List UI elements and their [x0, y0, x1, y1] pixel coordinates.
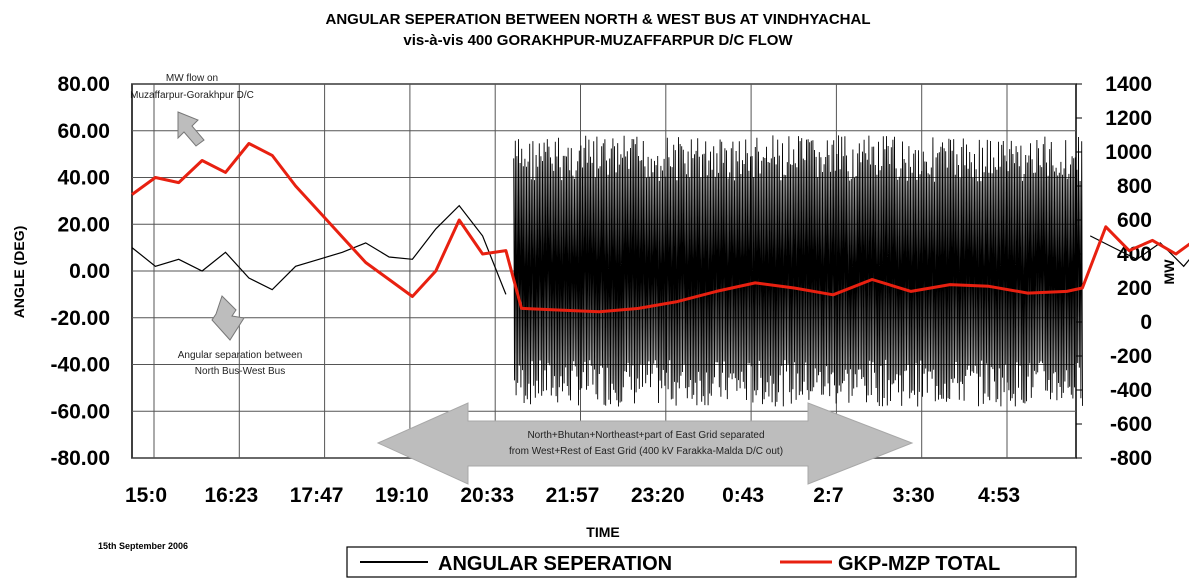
chart-subtitle: vis-à-vis 400 GORAKHPUR-MUZAFFARPUR D/C … [403, 32, 793, 49]
x-tick-label: 23:20 [631, 484, 685, 507]
angular-line-post [1089, 235, 1189, 268]
y2-tick-label: 1400 [1105, 73, 1152, 96]
angular-oscillation [513, 135, 1083, 407]
x-tick-label: 16:23 [204, 484, 258, 507]
mw-line [131, 142, 1189, 314]
separation-note-line1: North+Bhutan+Northeast+part of East Grid… [527, 430, 764, 441]
y-axis-right: 1400 1200 1000 800 600 400 200 0 -200 -400 -600 -80… [1076, 73, 1152, 470]
legend-label-angular: ANGULAR SEPERATION [438, 553, 672, 575]
angular-callout: Angular separation between North Bus-Wes… [178, 295, 303, 377]
x-tick-label: 15:0 [125, 484, 167, 507]
x-tick-label: 21:57 [546, 484, 600, 507]
y2-axis-label: MW [1161, 259, 1177, 285]
x-tick-label: 3:30 [893, 484, 935, 507]
y2-tick-label: 600 [1117, 209, 1152, 232]
legend-label-mw: GKP-MZP TOTAL [838, 553, 1000, 575]
mw-flow-note-line2: Muzaffarpur-Gorakhpur D/C [130, 90, 254, 101]
mw-flow-callout: MW flow on Muzaffarpur-Gorakhpur D/C [130, 73, 254, 147]
x-axis-label: TIME [586, 524, 619, 540]
mw-flow-arrow-icon [177, 111, 205, 147]
y2-tick-label: -400 [1110, 379, 1152, 402]
series-gkp-mzp-total [131, 142, 1189, 314]
angular-note-line1: Angular separation between [178, 350, 303, 361]
x-tick-label: 19:10 [375, 484, 429, 507]
separation-arrow: North+Bhutan+Northeast+part of East Grid… [376, 402, 914, 485]
y2-tick-label: 1000 [1105, 141, 1152, 164]
angular-arrow-icon [211, 295, 245, 341]
y-axis-label: ANGLE (DEG) [11, 226, 27, 319]
x-tick-label: 20:33 [460, 484, 514, 507]
y2-tick-label: 800 [1117, 175, 1152, 198]
mw-flow-note-line1: MW flow on [166, 73, 218, 84]
series-angular-seperation [131, 135, 1189, 407]
y2-tick-label: -800 [1110, 447, 1152, 470]
y2-tick-label: 0 [1140, 311, 1152, 334]
legend: ANGULAR SEPERATION GKP-MZP TOTAL [346, 546, 1077, 578]
y-tick-label: -80.00 [50, 447, 110, 470]
y2-tick-label: -600 [1110, 413, 1152, 436]
date-note: 15th September 2006 [98, 541, 188, 551]
y-axis-left: 80.00 60.00 40.00 20.00 0.00 -20.00 -40.00 -60.… [50, 73, 110, 470]
y-tick-label: 20.00 [57, 213, 110, 236]
y-tick-label: 0.00 [69, 260, 110, 283]
y-tick-label: 40.00 [57, 167, 110, 190]
angular-note-line2: North Bus-West Bus [195, 366, 285, 377]
y-tick-label: -20.00 [50, 307, 110, 330]
y-tick-label: -60.00 [50, 400, 110, 423]
chart-title: ANGULAR SEPERATION BETWEEN NORTH & WEST … [325, 11, 870, 28]
y2-tick-label: 400 [1117, 243, 1152, 266]
y-tick-label: 80.00 [57, 73, 110, 96]
y2-tick-label: -200 [1110, 345, 1152, 368]
angular-line-pre [131, 204, 507, 295]
y-tick-label: 60.00 [57, 120, 110, 143]
separation-note-line2: from West+Rest of East Grid (400 kV Fara… [509, 446, 783, 457]
legend-box [346, 546, 1077, 578]
y2-tick-label: 200 [1117, 277, 1152, 300]
x-tick-label: 17:47 [290, 484, 344, 507]
x-tick-label: 0:43 [722, 484, 764, 507]
y-tick-label: -40.00 [50, 354, 110, 377]
x-tick-label: 2:7 [813, 484, 843, 507]
y2-tick-label: 1200 [1105, 107, 1152, 130]
x-tick-label: 4:53 [978, 484, 1020, 507]
x-axis: 15:0 16:23 17:47 19:10 20:33 21:57 23:20 0:43 2:… [125, 484, 1020, 507]
